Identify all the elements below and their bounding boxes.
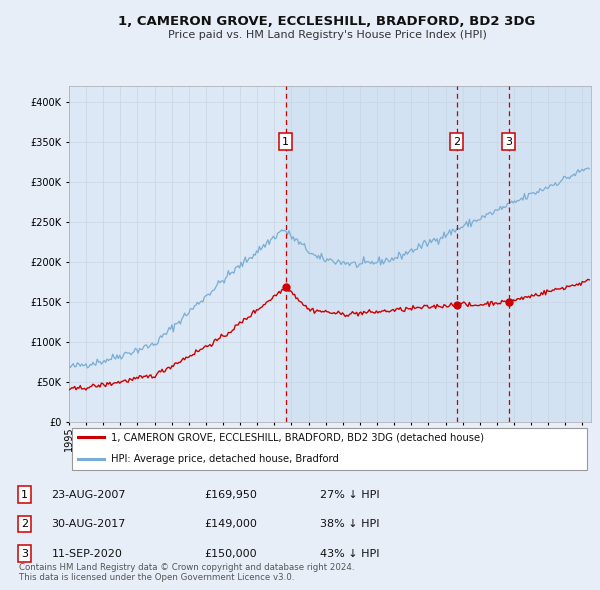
Text: Contains HM Land Registry data © Crown copyright and database right 2024.
This d: Contains HM Land Registry data © Crown c… <box>19 562 355 582</box>
Text: 3: 3 <box>505 137 512 146</box>
Text: 30-AUG-2017: 30-AUG-2017 <box>52 519 126 529</box>
Text: 11-SEP-2020: 11-SEP-2020 <box>52 549 122 559</box>
Text: 3: 3 <box>22 549 28 559</box>
Text: 1: 1 <box>282 137 289 146</box>
Text: HPI: Average price, detached house, Bradford: HPI: Average price, detached house, Brad… <box>111 454 338 464</box>
Text: 1, CAMERON GROVE, ECCLESHILL, BRADFORD, BD2 3DG: 1, CAMERON GROVE, ECCLESHILL, BRADFORD, … <box>118 15 536 28</box>
Text: 1: 1 <box>22 490 28 500</box>
Text: 2: 2 <box>453 137 460 146</box>
Text: Price paid vs. HM Land Registry's House Price Index (HPI): Price paid vs. HM Land Registry's House … <box>167 30 487 40</box>
Text: £150,000: £150,000 <box>204 549 257 559</box>
Text: 23-AUG-2007: 23-AUG-2007 <box>52 490 126 500</box>
Text: 2: 2 <box>21 519 28 529</box>
Text: 1, CAMERON GROVE, ECCLESHILL, BRADFORD, BD2 3DG (detached house): 1, CAMERON GROVE, ECCLESHILL, BRADFORD, … <box>111 432 484 442</box>
Text: £169,950: £169,950 <box>204 490 257 500</box>
Text: 43% ↓ HPI: 43% ↓ HPI <box>320 549 380 559</box>
Text: £149,000: £149,000 <box>204 519 257 529</box>
Bar <box>286 86 591 422</box>
Text: 38% ↓ HPI: 38% ↓ HPI <box>320 519 380 529</box>
Text: 27% ↓ HPI: 27% ↓ HPI <box>320 490 380 500</box>
FancyBboxPatch shape <box>71 428 587 470</box>
